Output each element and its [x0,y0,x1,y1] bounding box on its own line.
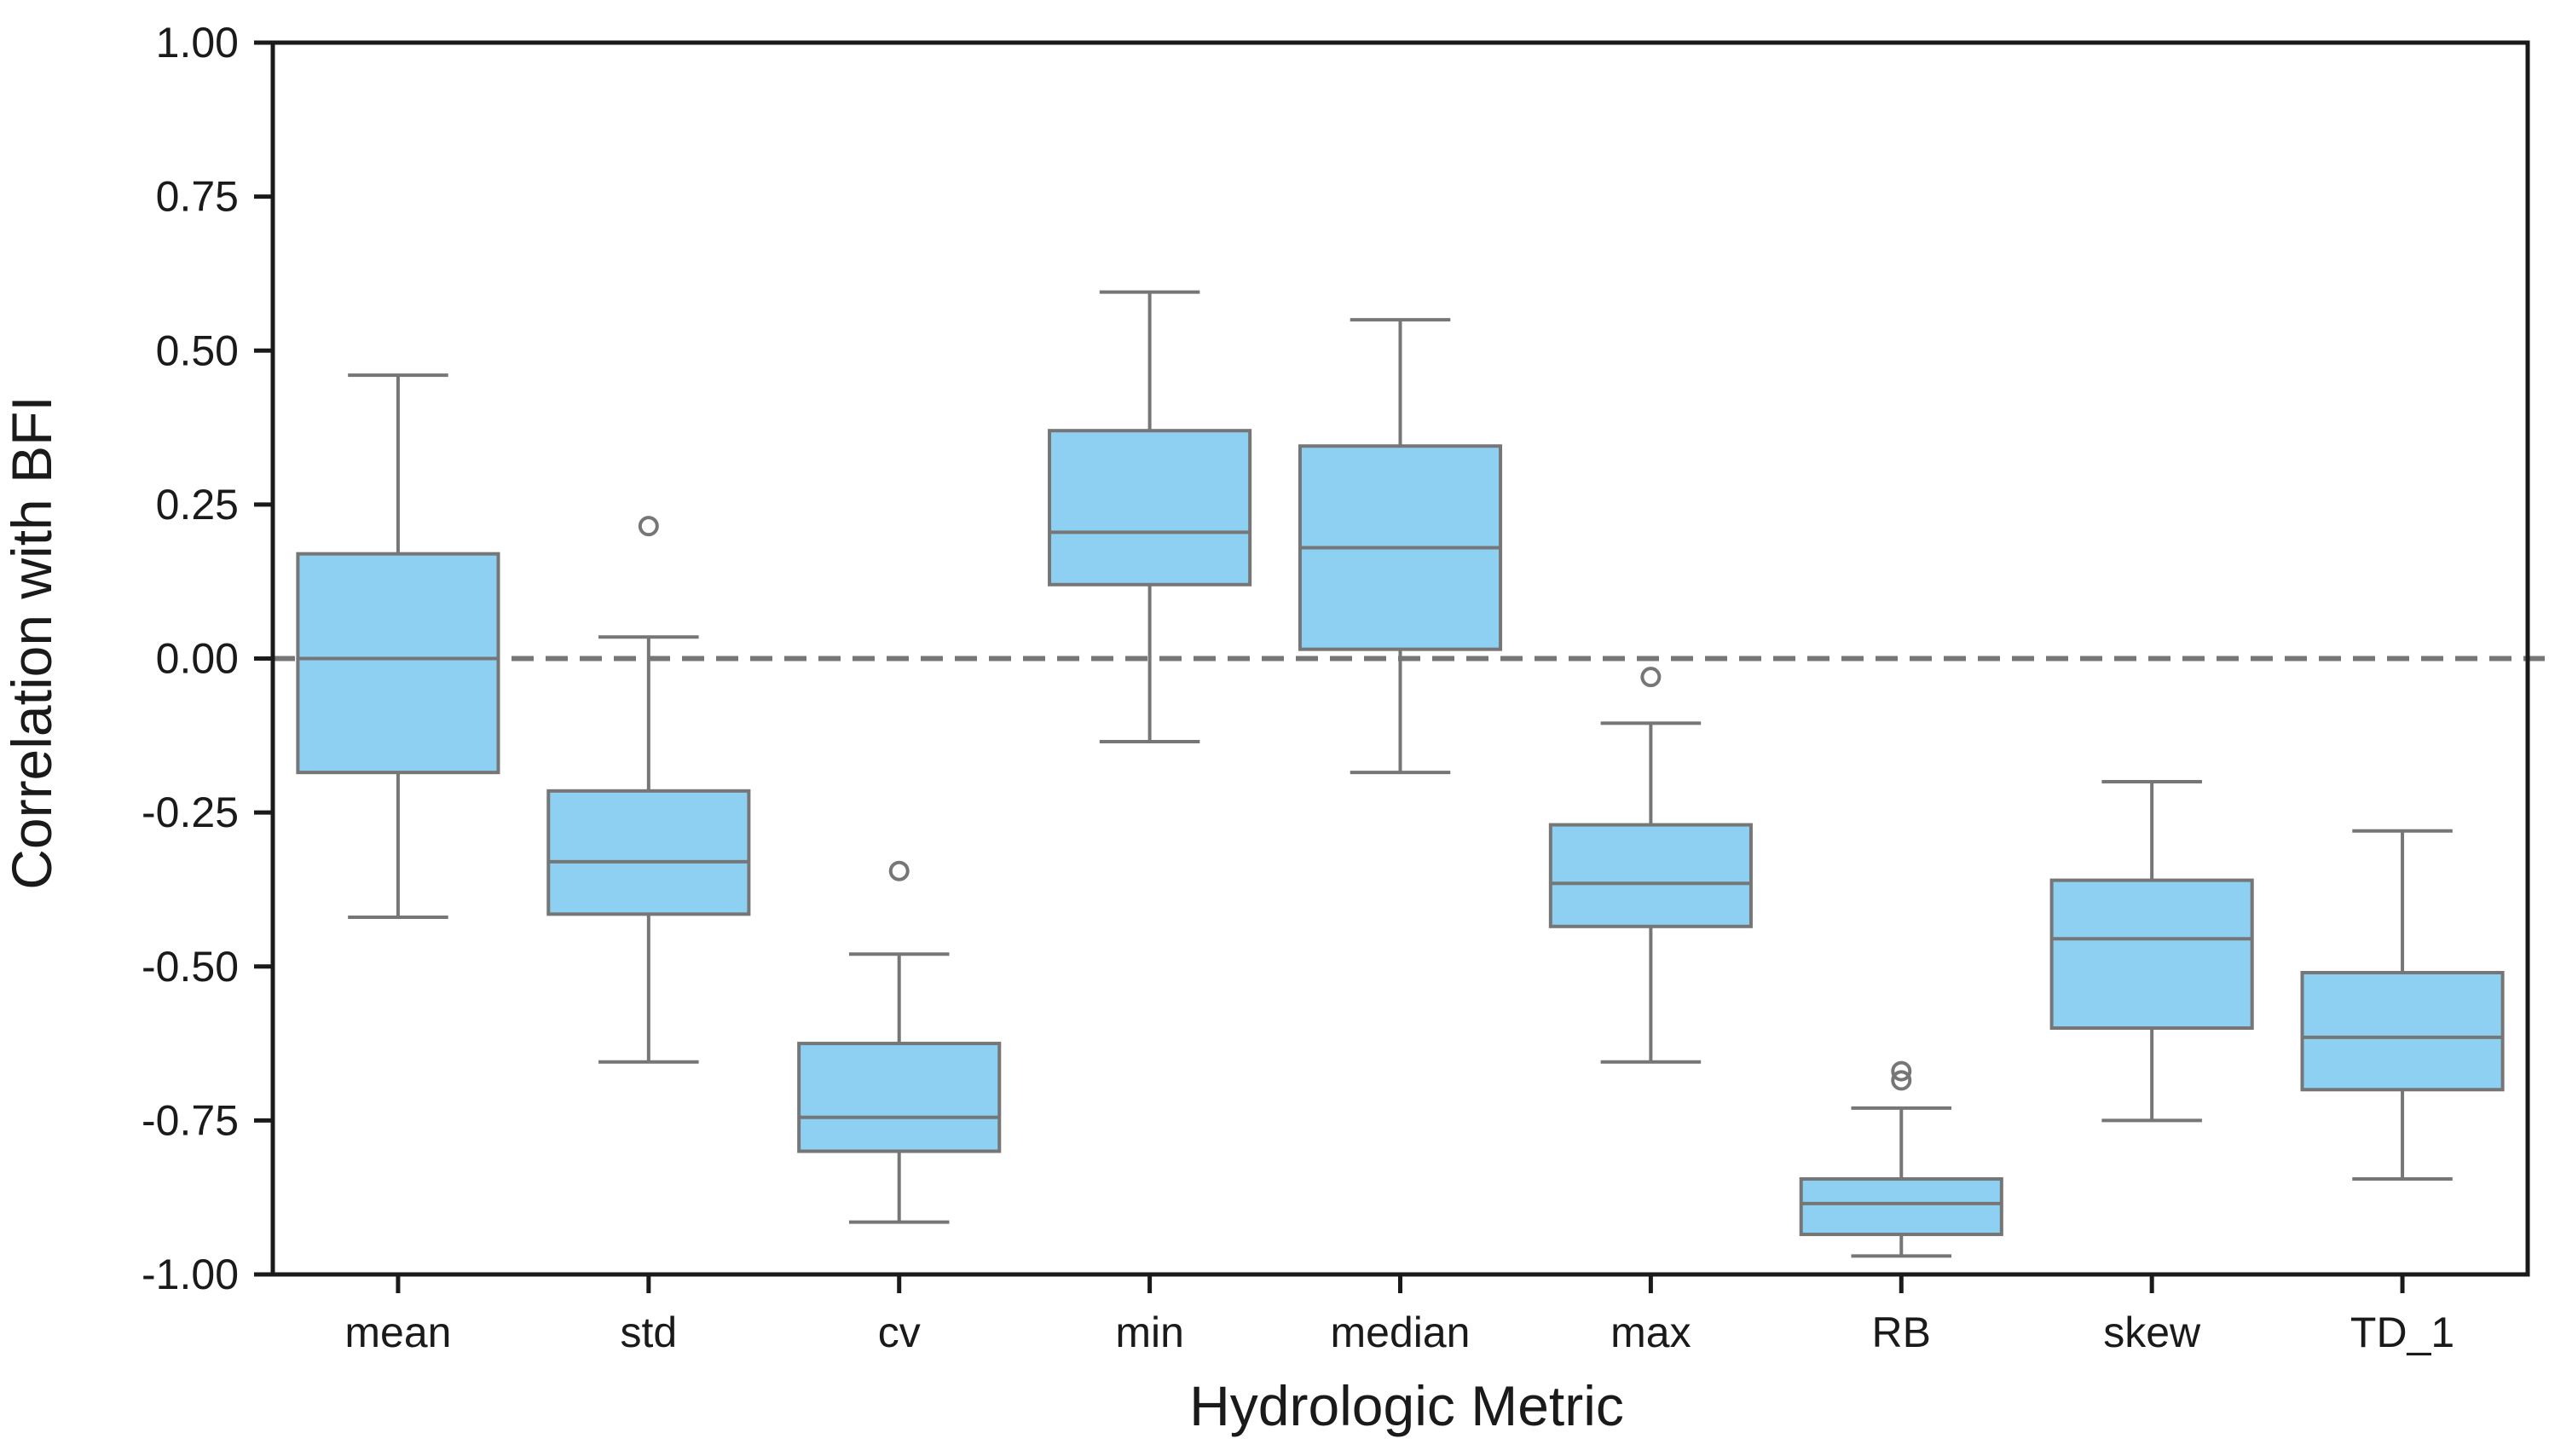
box-TD_1 [2300,829,2505,1182]
y-tick-label: 0.00 [156,635,239,683]
box-max [1548,667,1753,1064]
box-cv [797,860,1002,1224]
axes: 1.00 0.75 0.50 0.25 0.00 -0.25 -0.50 -0.75 -1.00… [142,19,2530,1356]
iqr-box-std [546,789,751,916]
y-tick-label: -0.50 [142,943,239,991]
x-tick-label: std [620,1309,677,1356]
box-mean [296,373,500,919]
box-median [1298,318,1503,775]
x-tick-label: RB [1872,1309,1931,1356]
outlier-RB-0 [1891,1060,1912,1082]
iqr-box-max [1548,823,1753,928]
x-tick-label: skew [2103,1309,2201,1356]
x-tick-label: cv [878,1309,921,1356]
x-axis-title: Hydrologic Metric [1189,1374,1624,1437]
y-tick-label: 0.50 [156,326,239,374]
box-skew [2049,780,2254,1123]
y-tick-label: 0.75 [156,173,239,221]
box-marks [296,290,2505,1258]
x-tick-label: max [1610,1309,1691,1356]
y-tick-label: -0.75 [142,1096,239,1144]
y-tick-label: -0.25 [142,789,239,836]
y-tick-label: -1.00 [142,1251,239,1298]
iqr-box-skew [2049,878,2254,1030]
box-std [546,516,751,1064]
y-tick-label: 1.00 [156,19,239,66]
iqr-box-TD_1 [2300,970,2505,1092]
x-tick-label: median [1331,1309,1471,1356]
y-axis-title: Correlation with BFI [0,396,63,890]
iqr-box-mean [296,552,500,775]
outlier-cv-0 [888,860,910,881]
iqr-box-min [1048,429,1252,586]
outlier-std-0 [638,516,659,537]
y-tick-label: 0.25 [156,481,239,529]
x-tick-label: min [1115,1309,1184,1356]
x-tick-label: mean [344,1309,451,1356]
iqr-box-RB [1799,1177,2003,1237]
box-min [1048,290,1252,744]
outlier-max-0 [1640,667,1662,688]
box-RB [1799,1060,2003,1258]
x-tick-label: TD_1 [2350,1309,2454,1356]
outlier-RB-1 [1891,1070,1912,1091]
iqr-box-cv [797,1042,1002,1153]
